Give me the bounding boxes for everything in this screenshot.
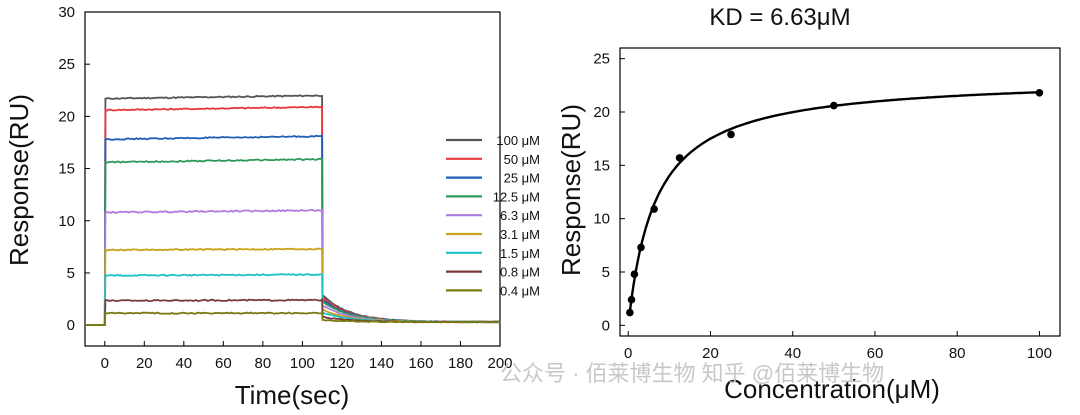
affinity-x-axis-label: Concentration(μM) <box>724 374 940 404</box>
sensorgram-x-tick-label: 40 <box>175 355 192 372</box>
sensorgram-y-tick-label: 15 <box>58 161 75 178</box>
affinity-x-tick-label: 80 <box>949 345 966 362</box>
affinity-plot-frame <box>619 47 1061 337</box>
legend-label: 100 μM <box>496 133 540 148</box>
legend-label: 0.8 μM <box>500 265 540 280</box>
sensorgram-x-tick-label: 180 <box>448 355 473 372</box>
affinity-x-tick-label: 100 <box>1027 345 1052 362</box>
legend-label: 12.5 μM <box>493 189 540 204</box>
affinity-y-tick-label: 0 <box>602 317 610 334</box>
affinity-y-tick-label: 10 <box>593 211 610 228</box>
affinity-data-point <box>830 101 838 110</box>
sensorgram-x-tick-label: 20 <box>136 355 153 372</box>
affinity-y-tick-label: 25 <box>593 51 610 68</box>
affinity-y-tick-label: 5 <box>602 264 610 281</box>
sensorgram-plot-frame <box>84 11 501 347</box>
sensorgram-x-tick-label: 200 <box>487 355 512 372</box>
affinity-data-point <box>630 270 639 278</box>
legend-label: 0.4 μM <box>500 283 540 298</box>
sensorgram-x-tick-label: 60 <box>215 355 232 372</box>
affinity-x-tick-label: 40 <box>784 345 801 362</box>
affinity-data-point <box>626 308 634 317</box>
affinity-data-point <box>1035 89 1044 97</box>
affinity-y-axis-label: Response(RU) <box>556 104 586 276</box>
sensorgram-series-line <box>85 311 501 326</box>
legend-label: 6.3 μM <box>500 208 540 223</box>
sensorgram-y-tick-label: 0 <box>67 317 75 334</box>
sensorgram-x-tick-label: 160 <box>408 355 433 372</box>
sensorgram-series-line <box>85 208 501 326</box>
affinity-x-tick-label: 20 <box>702 345 719 362</box>
sensorgram-x-tick-label: 80 <box>255 355 272 372</box>
sensorgram-y-tick-label: 10 <box>58 213 75 230</box>
affinity-data-point <box>627 295 636 304</box>
affinity-panel: KD = 6.63μM 0 5 10 15 20 25 0 20 40 60 80 100 Resp… <box>556 4 1061 404</box>
affinity-data-point <box>650 205 658 213</box>
sensorgram-x-tick-label: 140 <box>369 355 394 372</box>
legend-label: 3.1 μM <box>500 227 540 242</box>
affinity-fit-curve <box>628 91 1039 315</box>
sensorgram-y-tick-label: 25 <box>58 56 75 73</box>
affinity-y-tick-label: 15 <box>593 157 610 174</box>
sensorgram-x-tick-label: 100 <box>290 355 315 372</box>
sensorgram-y-tick-label: 20 <box>58 108 75 125</box>
sensorgram-x-tick-label: 0 <box>101 355 109 372</box>
affinity-x-tick-label: 60 <box>867 345 884 362</box>
sensorgram-x-axis-label: Time(sec) <box>235 380 350 410</box>
sensorgram-y-axis-label: Response(RU) <box>4 94 34 266</box>
affinity-data-point <box>637 243 645 252</box>
affinity-y-tick-label: 20 <box>593 104 610 121</box>
sensorgram-y-tick-label: 5 <box>67 265 75 282</box>
legend-label: 50 μM <box>504 152 540 167</box>
legend-label: 1.5 μM <box>500 246 540 261</box>
sensorgram-y-tick-label: 30 <box>58 4 75 21</box>
affinity-data-point <box>675 154 684 162</box>
sensorgram-panel: 0 5 10 15 20 25 30 0 20 40 60 80 100 120 140 160 180 200… <box>4 4 540 410</box>
affinity-data-point <box>727 130 735 139</box>
affinity-x-tick-label: 0 <box>624 345 632 362</box>
kd-title: KD = 6.63μM <box>709 4 850 31</box>
sensorgram-x-tick-label: 120 <box>329 355 354 372</box>
watermark: 公众号 · 佰莱博生物 知乎 @佰莱博生物 <box>500 361 884 386</box>
sensorgram-series-line <box>85 134 500 326</box>
legend-label: 25 μM <box>504 171 540 186</box>
